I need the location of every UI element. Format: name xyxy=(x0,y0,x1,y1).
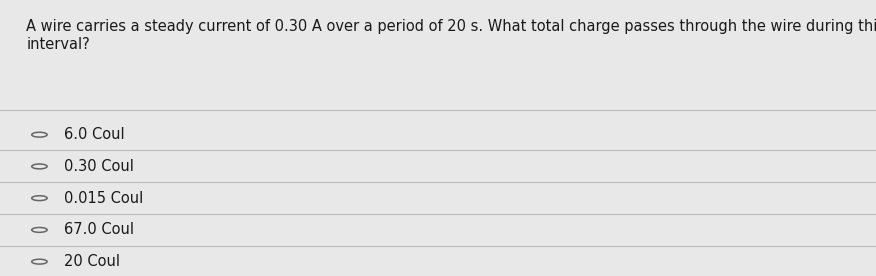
Text: 0.30 Coul: 0.30 Coul xyxy=(64,159,134,174)
Text: 67.0 Coul: 67.0 Coul xyxy=(64,222,134,237)
Text: 6.0 Coul: 6.0 Coul xyxy=(64,127,124,142)
Text: 20 Coul: 20 Coul xyxy=(64,254,120,269)
Text: 0.015 Coul: 0.015 Coul xyxy=(64,191,143,206)
Text: A wire carries a steady current of 0.30 A over a period of 20 s. What total char: A wire carries a steady current of 0.30 … xyxy=(26,19,876,52)
